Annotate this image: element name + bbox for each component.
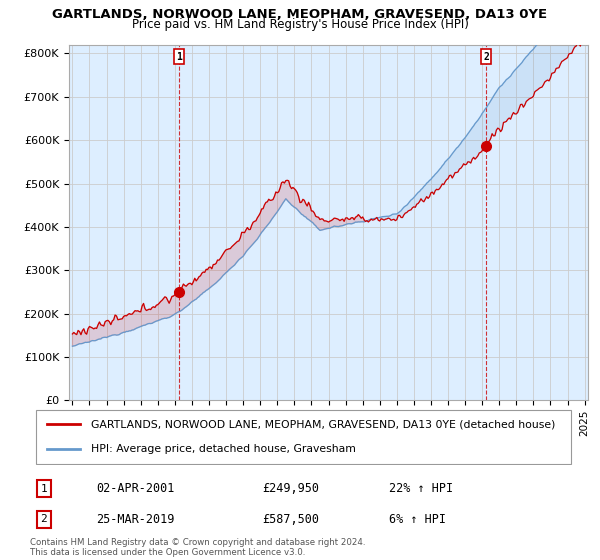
Text: GARTLANDS, NORWOOD LANE, MEOPHAM, GRAVESEND, DA13 0YE (detached house): GARTLANDS, NORWOOD LANE, MEOPHAM, GRAVES… [91, 419, 555, 430]
Text: 2: 2 [40, 515, 47, 524]
Text: 22% ↑ HPI: 22% ↑ HPI [389, 482, 453, 495]
Text: 25-MAR-2019: 25-MAR-2019 [96, 513, 175, 526]
Text: £249,950: £249,950 [262, 482, 319, 495]
Text: 1: 1 [176, 52, 182, 62]
Text: 2: 2 [483, 52, 489, 62]
Text: £587,500: £587,500 [262, 513, 319, 526]
Text: 6% ↑ HPI: 6% ↑ HPI [389, 513, 446, 526]
Text: HPI: Average price, detached house, Gravesham: HPI: Average price, detached house, Grav… [91, 444, 356, 454]
Text: 1: 1 [40, 484, 47, 493]
FancyBboxPatch shape [35, 410, 571, 464]
Text: 02-APR-2001: 02-APR-2001 [96, 482, 175, 495]
Text: Price paid vs. HM Land Registry's House Price Index (HPI): Price paid vs. HM Land Registry's House … [131, 18, 469, 31]
Text: GARTLANDS, NORWOOD LANE, MEOPHAM, GRAVESEND, DA13 0YE: GARTLANDS, NORWOOD LANE, MEOPHAM, GRAVES… [52, 8, 548, 21]
Text: Contains HM Land Registry data © Crown copyright and database right 2024.
This d: Contains HM Land Registry data © Crown c… [30, 538, 365, 557]
